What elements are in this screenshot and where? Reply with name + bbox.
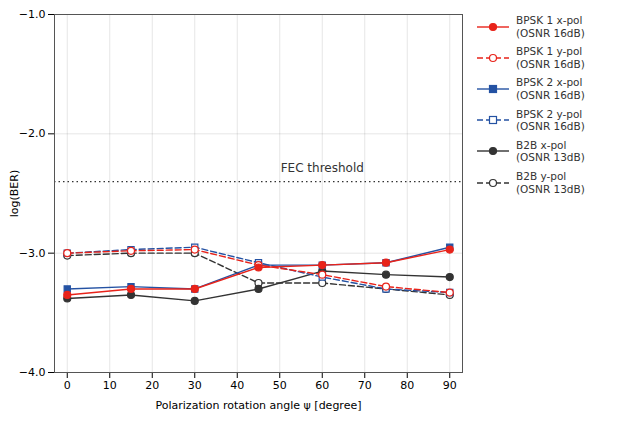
svg-text:50: 50 bbox=[273, 379, 287, 392]
svg-text:20: 20 bbox=[145, 379, 159, 392]
html-text:BPSK 2 y-pol (OSNR 16dB): BPSK 2 y-pol (OSNR 16dB) bbox=[516, 107, 585, 133]
svg-text:70: 70 bbox=[358, 379, 372, 392]
svg-text:−1.0: −1.0 bbox=[19, 8, 46, 21]
svg-text:90: 90 bbox=[443, 379, 457, 392]
svg-text:Polarization rotation angle ψ: Polarization rotation angle ψ [degree] bbox=[156, 399, 362, 412]
svg-text:−2.0: −2.0 bbox=[19, 127, 46, 140]
svg-text:log(BER): log(BER) bbox=[8, 170, 21, 218]
svg-text:60: 60 bbox=[315, 379, 329, 392]
svg-text:−3.0: −3.0 bbox=[19, 247, 46, 260]
svg-text:80: 80 bbox=[400, 379, 414, 392]
svg-text:30: 30 bbox=[188, 379, 202, 392]
svg-text:40: 40 bbox=[230, 379, 244, 392]
svg-text:FEC threshold: FEC threshold bbox=[281, 161, 364, 175]
html-text:B2B x-pol (OSNR 13dB): B2B x-pol (OSNR 13dB) bbox=[516, 138, 585, 164]
html-text:BPSK 1 x-pol (OSNR 16dB): BPSK 1 x-pol (OSNR 16dB) bbox=[516, 14, 585, 39]
svg-text:−4.0: −4.0 bbox=[19, 366, 46, 379]
svg-text:10: 10 bbox=[103, 379, 117, 392]
html-text:BPSK 1 y-pol (OSNR 16dB): BPSK 1 y-pol (OSNR 16dB) bbox=[516, 45, 585, 70]
html-text:B2B y-pol (OSNR 13dB): B2B y-pol (OSNR 13dB) bbox=[516, 169, 585, 195]
html-text:BPSK 2 x-pol (OSNR 16dB): BPSK 2 x-pol (OSNR 16dB) bbox=[516, 76, 585, 101]
svg-text:0: 0 bbox=[64, 379, 71, 392]
